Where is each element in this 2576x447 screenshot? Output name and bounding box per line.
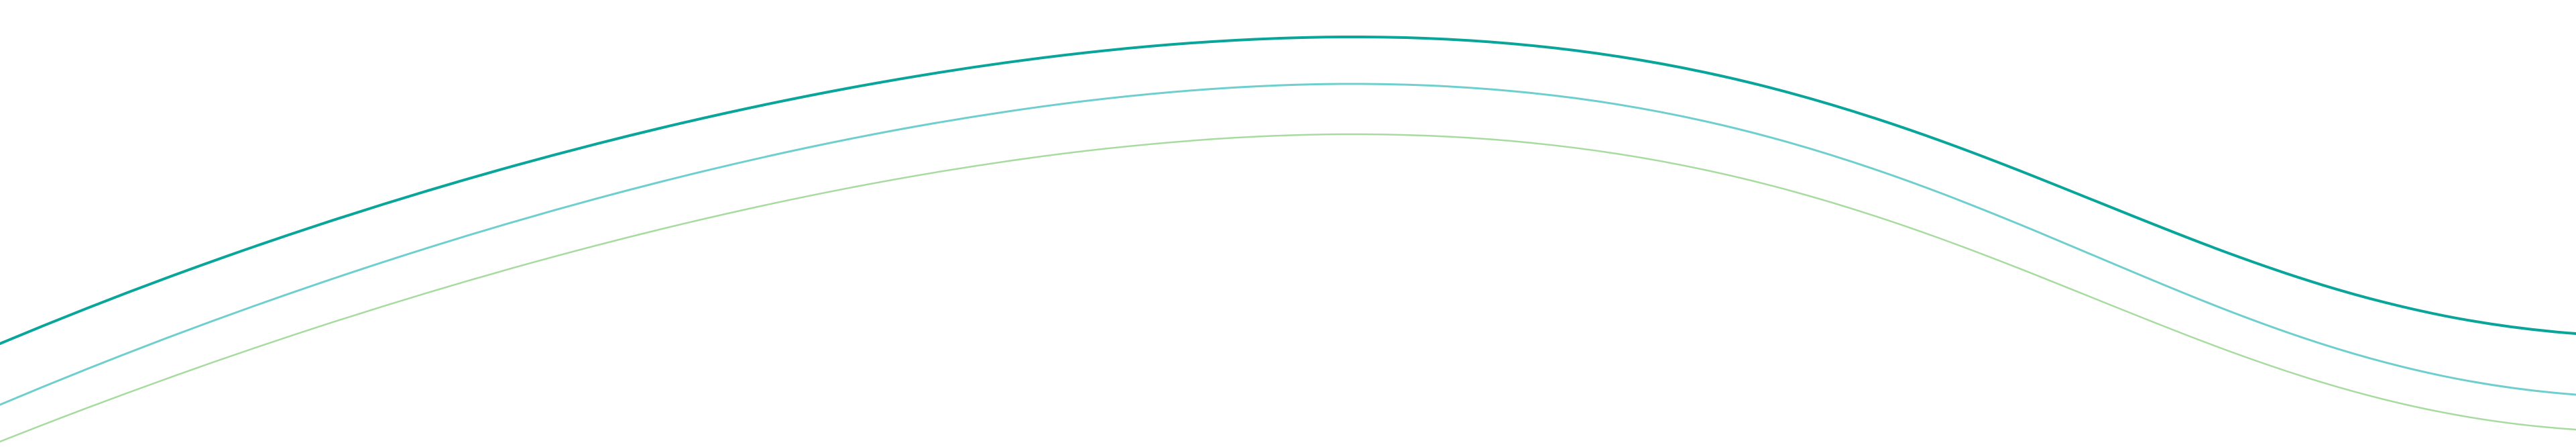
wave-bottom (0, 133, 2576, 443)
wave-top (0, 35, 2576, 345)
wave-middle (0, 83, 2576, 406)
